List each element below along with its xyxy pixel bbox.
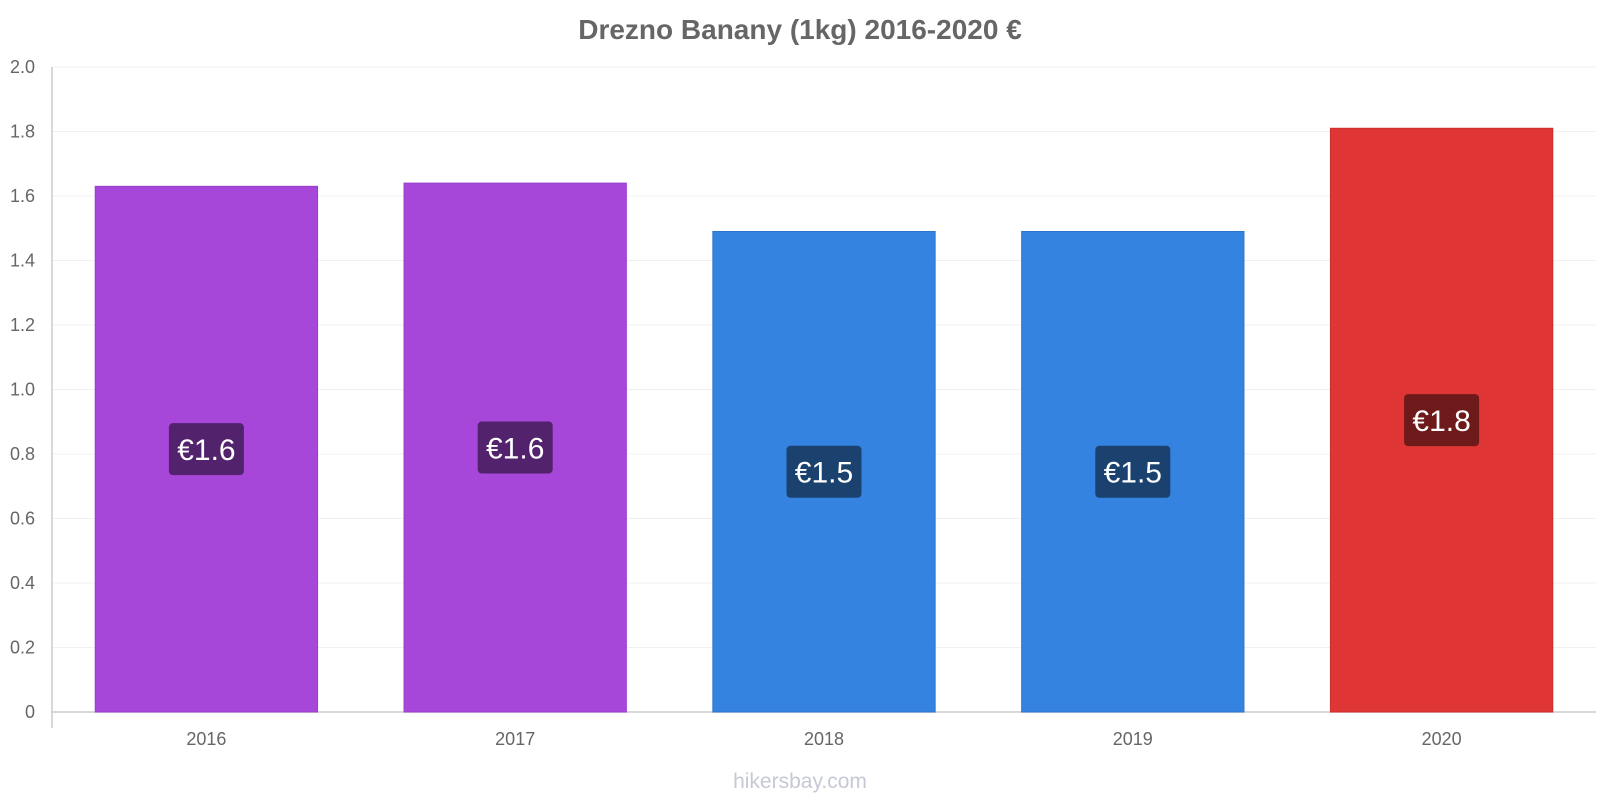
data-labels: €1.6 €1.6 €1.5 €1.5 €1.8: [168, 394, 1480, 498]
y-tick-label: 0.6: [10, 509, 35, 529]
y-tick-label: 2.0: [10, 57, 35, 77]
x-tick-label: 2019: [1113, 729, 1153, 749]
y-tick-label: 0.4: [10, 573, 35, 593]
data-label: €1.6: [486, 433, 544, 466]
y-tick-label: 1.4: [10, 251, 35, 271]
data-label-bg: [1095, 445, 1171, 498]
y-tick-label: 1.0: [10, 380, 35, 400]
chart-title: Drezno Banany (1kg) 2016-2020 €: [578, 14, 1022, 45]
x-tick-label: 2016: [186, 729, 226, 749]
data-label: €1.5: [795, 457, 853, 490]
y-tick-label: 0.8: [10, 444, 35, 464]
data-label-bg: [168, 423, 244, 476]
watermark: hikersbay.com: [733, 770, 867, 793]
data-label-bg: [477, 421, 553, 474]
data-label: €1.5: [1104, 457, 1162, 490]
y-tick-label: 1.2: [10, 315, 35, 335]
y-tick-label: 1.8: [10, 122, 35, 142]
x-tick-label: 2017: [495, 729, 535, 749]
y-tick-label: 0.2: [10, 638, 35, 658]
y-tick-label: 0: [25, 702, 35, 722]
y-tick-label: 1.6: [10, 186, 35, 206]
x-tick-label: 2018: [804, 729, 844, 749]
data-label: €1.8: [1412, 405, 1470, 438]
data-label-bg: [786, 445, 862, 498]
data-label-bg: [1404, 394, 1480, 447]
data-label: €1.6: [177, 434, 235, 467]
x-tick-label: 2020: [1422, 729, 1462, 749]
bars: [94, 127, 1554, 713]
